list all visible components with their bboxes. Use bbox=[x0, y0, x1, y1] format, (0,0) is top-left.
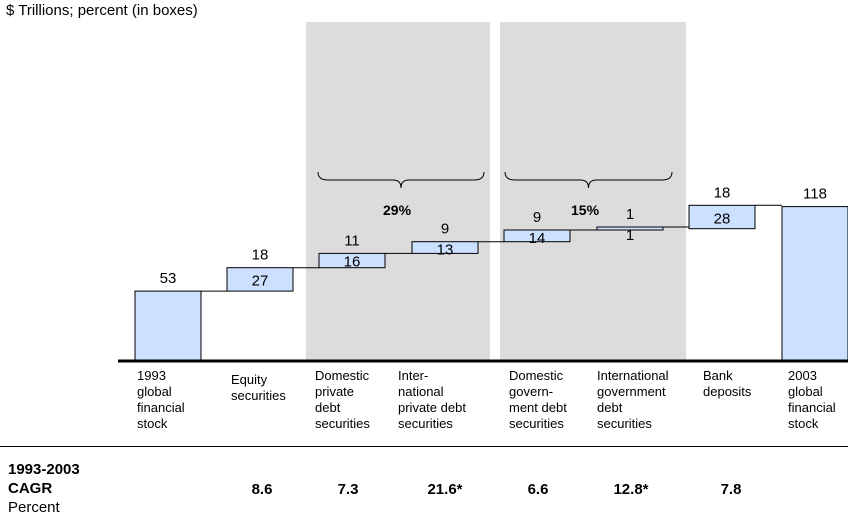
value-label-1993-global: 53 bbox=[160, 270, 177, 287]
cagr-value-domestic-government-debt: 6.6 bbox=[527, 481, 549, 498]
box-label-inter-national: 13 bbox=[437, 242, 454, 259]
category-label-domestic-private-debt: Domestic private debt securities bbox=[315, 368, 370, 431]
value-label-domestic-govern: 9 bbox=[533, 209, 541, 226]
value-label-domestic-private: 11 bbox=[344, 232, 360, 249]
box-label-bank-deposits: 28 bbox=[714, 210, 731, 227]
category-label-international-government-debt: International government debt securities bbox=[597, 368, 669, 431]
category-label-equity: Equity securities bbox=[231, 372, 286, 403]
value-label-bank-deposits: 18 bbox=[714, 184, 731, 201]
bracket-label-private-debt: 29% bbox=[383, 202, 412, 218]
bar-equity-securities bbox=[226, 267, 294, 292]
cagr-divider bbox=[0, 446, 848, 447]
bar-2003-global bbox=[781, 206, 848, 361]
category-label-international-private-debt: Inter- national private debt securities bbox=[398, 368, 466, 431]
value-label-equity-securities: 18 bbox=[252, 247, 269, 264]
bar-domestic-private bbox=[318, 252, 386, 269]
bracket-government-debt bbox=[504, 171, 673, 189]
bar-domestic-govern bbox=[503, 229, 571, 243]
cagr-value-domestic-private-debt: 7.3 bbox=[337, 481, 359, 498]
private-debt-band bbox=[306, 22, 490, 360]
bracket-label-government-debt: 15% bbox=[571, 202, 600, 218]
cagr-value-international-private-debt: 21.6* bbox=[427, 481, 463, 498]
bracket-private-debt bbox=[317, 171, 485, 189]
category-label-bank-deposits: Bank deposits bbox=[703, 368, 752, 399]
bar-international-government bbox=[596, 226, 664, 231]
cagr-unit: Percent bbox=[8, 499, 60, 516]
box-label-domestic-private: 16 bbox=[344, 253, 361, 270]
category-label-1993-stock: 1993 global financial stock bbox=[137, 368, 185, 431]
box-label-international-government: 1 bbox=[626, 227, 634, 244]
cagr-value-equity: 8.6 bbox=[251, 481, 273, 498]
value-label-2003-global: 118 bbox=[803, 186, 827, 203]
box-label-equity-securities: 27 bbox=[252, 273, 269, 290]
box-label-domestic-govern: 14 bbox=[529, 230, 546, 247]
bar-1993-global bbox=[134, 290, 202, 361]
value-label-international-government: 1 bbox=[626, 206, 634, 223]
government-debt-band bbox=[500, 22, 686, 360]
value-label-inter-national: 9 bbox=[441, 221, 449, 238]
cagr-value-international-government-debt: 12.8* bbox=[613, 481, 649, 498]
category-label-domestic-government-debt: Domestic govern- ment debt securities bbox=[509, 368, 567, 431]
cagr-period: 1993-2003 bbox=[8, 461, 80, 478]
cagr-row-title: 1993-2003 CAGR Percent bbox=[8, 460, 80, 517]
chart-subtitle: $ Trillions; percent (in boxes) bbox=[6, 2, 198, 19]
bar-bank-deposits bbox=[688, 204, 756, 230]
bar-inter-national bbox=[411, 241, 479, 254]
cagr-label: CAGR bbox=[8, 480, 53, 497]
cagr-value-bank-deposits: 7.8 bbox=[720, 481, 742, 498]
category-label-2003-stock: 2003 global financial stock bbox=[788, 368, 836, 431]
